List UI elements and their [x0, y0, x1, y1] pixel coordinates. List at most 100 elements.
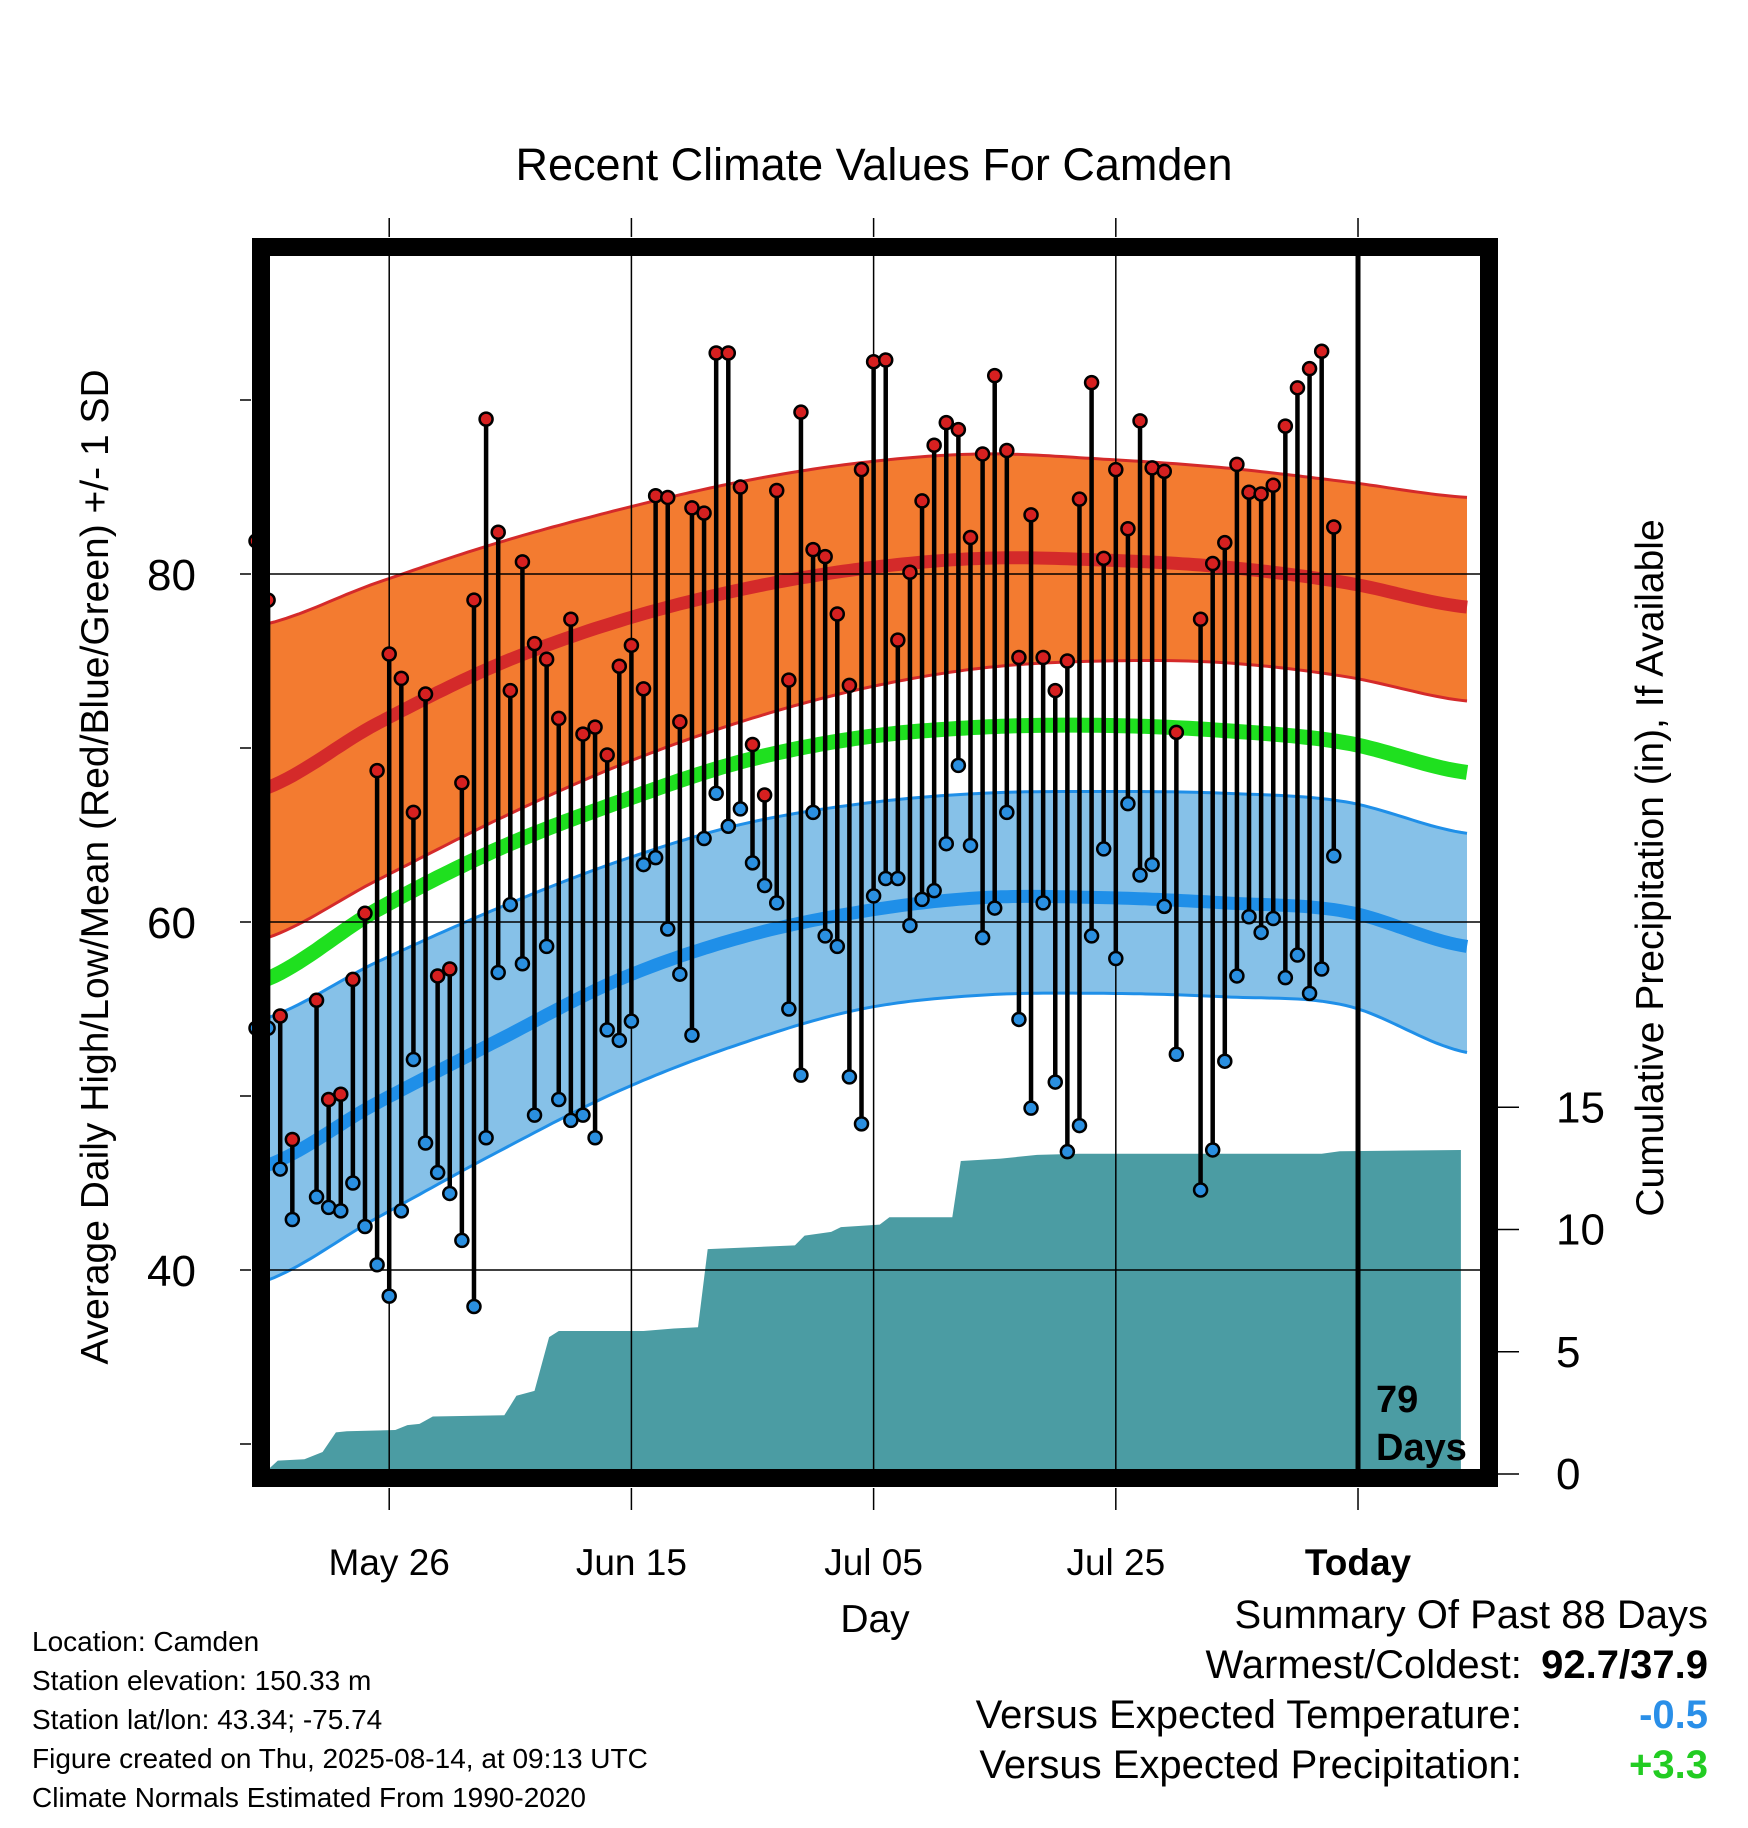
daily-high-point [514, 554, 531, 570]
daily-high-point [1229, 456, 1245, 473]
daily-low-point [490, 964, 506, 981]
daily-low-point [914, 891, 930, 908]
daily-low-point [1059, 1143, 1076, 1160]
daily-high-point [853, 461, 870, 478]
daily-high-point [938, 414, 955, 431]
daily-low-point [478, 1130, 494, 1146]
daily-high-point [768, 482, 785, 499]
daily-low-point [333, 1203, 349, 1219]
daily-high-point [345, 971, 361, 988]
created-text: Figure created on Thu, 2025-08-14, at 09… [32, 1743, 648, 1774]
daily-high-point [538, 651, 555, 668]
daily-low-point [345, 1175, 361, 1191]
daily-high-point [357, 905, 373, 922]
daily-low-point [841, 1069, 858, 1085]
daily-high-point [551, 710, 567, 727]
daily-low-point [1301, 985, 1318, 1002]
daily-high-point [405, 804, 422, 821]
daily-low-point [768, 895, 785, 911]
daily-high-point [502, 682, 519, 699]
today-days-count: 79 [1376, 1379, 1418, 1421]
temp-departure-label: Versus Expected Temperature: [975, 1693, 1522, 1737]
daily-high-point [526, 635, 543, 652]
daily-low-point [684, 1027, 700, 1043]
daily-high-point [1156, 463, 1172, 480]
plot-area: 79 Days [248, 238, 1498, 1487]
daily-low-point [405, 1051, 422, 1068]
daily-low-point [1229, 968, 1245, 984]
daily-high-point [1120, 521, 1136, 537]
daily-high-point [1301, 360, 1318, 377]
daily-high-point [841, 677, 858, 694]
daily-high-point [333, 1086, 349, 1103]
daily-low-point [1326, 848, 1342, 864]
x-tick-label: Jul 05 [824, 1542, 923, 1583]
daily-low-point [393, 1203, 410, 1219]
daily-low-point [950, 757, 967, 774]
daily-low-point [647, 849, 664, 866]
daily-high-point [369, 762, 385, 779]
daily-high-point [890, 632, 906, 648]
daily-high-point [974, 446, 991, 462]
y2-tick-label: 10 [1556, 1206, 1605, 1255]
daily-high-point [1132, 413, 1148, 429]
daily-high-point [623, 637, 640, 654]
y2-tick-label: 15 [1556, 1083, 1605, 1132]
daily-low-point [635, 856, 652, 873]
daily-low-point [429, 1164, 446, 1181]
daily-high-point [805, 541, 821, 558]
daily-high-point [1326, 519, 1342, 535]
daily-high-point [1071, 491, 1088, 507]
daily-low-point [720, 818, 737, 835]
daily-high-point [599, 747, 615, 763]
daily-high-point [865, 353, 882, 370]
daily-high-point [659, 489, 676, 506]
latlon-text: Station lat/lon: 43.34; -75.74 [32, 1704, 383, 1735]
daily-high-point [575, 726, 591, 742]
daily-low-point [1071, 1117, 1088, 1134]
daily-high-point [902, 564, 918, 581]
daily-high-point [817, 548, 833, 565]
precip-departure-row: Versus Expected Precipitation: +3.3 [976, 1740, 1708, 1790]
precip-departure-label: Versus Expected Precipitation: [979, 1743, 1522, 1787]
daily-low-point [369, 1257, 385, 1273]
daily-low-point [1035, 895, 1051, 911]
y2-axis-label: Cumulative Precipitation (in), If Availa… [1629, 519, 1672, 1216]
daily-low-point [962, 837, 979, 854]
daily-low-point [1095, 841, 1112, 857]
daily-high-point [877, 352, 894, 368]
daily-low-point [1289, 947, 1306, 963]
y-tick-label: 40 [147, 1247, 196, 1296]
warm-cold-row: Warmest/Coldest: 92.7/37.9 [976, 1640, 1709, 1690]
daily-low-point [551, 1091, 567, 1108]
daily-low-point [781, 1001, 797, 1017]
daily-low-point [284, 1211, 301, 1228]
daily-low-point [744, 855, 761, 871]
plot-frame [252, 238, 1498, 1487]
daily-high-point [635, 681, 652, 697]
daily-high-point [647, 487, 664, 504]
temp-departure-row: Versus Expected Temperature: -0.5 [976, 1690, 1708, 1740]
daily-high-point [962, 529, 979, 546]
daily-high-point [442, 961, 458, 977]
daily-low-point [1253, 924, 1269, 941]
daily-high-point [1108, 461, 1124, 478]
daily-high-point [1265, 477, 1281, 494]
daily-high-point [986, 367, 1003, 384]
warm-cold-value: 92.7/37.9 [1541, 1643, 1708, 1687]
daily-low-point [526, 1107, 543, 1123]
daily-high-point [1047, 682, 1064, 699]
daily-high-point [454, 775, 470, 791]
daily-low-point [417, 1135, 434, 1151]
daily-low-point [659, 921, 676, 937]
warm-cold-label: Warmest/Coldest: [1205, 1643, 1522, 1687]
daily-high-point [756, 787, 773, 803]
daily-high-point [1023, 507, 1039, 523]
daily-high-point [1217, 534, 1233, 551]
daily-low-point [805, 804, 821, 821]
daily-high-point [1168, 724, 1185, 741]
daily-low-point [1047, 1074, 1064, 1090]
daily-low-point [1168, 1046, 1185, 1062]
daily-low-point [538, 938, 555, 955]
daily-high-point [1192, 611, 1209, 627]
